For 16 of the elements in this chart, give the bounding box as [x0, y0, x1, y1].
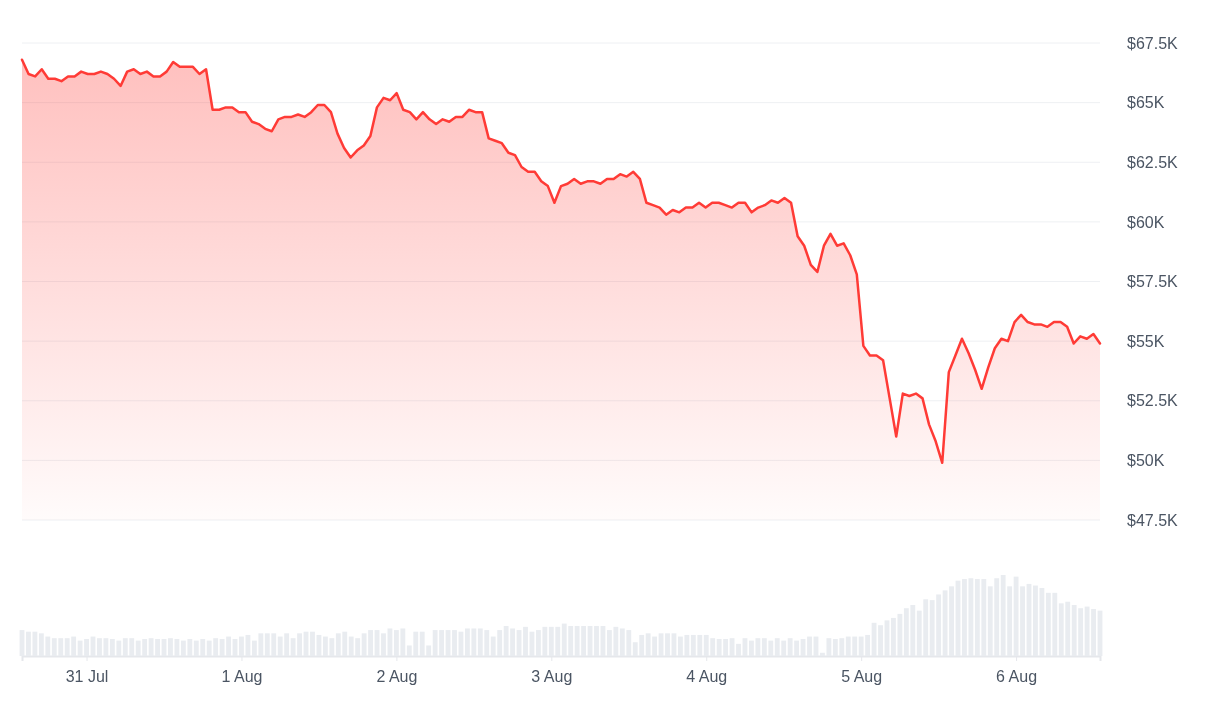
y-tick-label: $57.5K [1127, 273, 1179, 291]
y-tick-label: $60K [1127, 213, 1165, 231]
x-tick-label: 3 Aug [531, 668, 573, 686]
y-tick-label: $65K [1127, 94, 1165, 112]
y-tick-label: $50K [1127, 451, 1165, 469]
x-tick-label: 4 Aug [686, 668, 728, 686]
x-tick-label: 5 Aug [841, 668, 883, 686]
y-tick-label: $52.5K [1127, 392, 1179, 410]
y-tick-label: $62.5K [1127, 153, 1179, 171]
y-tick-label: $67.5K [1127, 34, 1179, 52]
x-tick-label: 1 Aug [221, 668, 263, 686]
x-tick-label: 6 Aug [996, 668, 1038, 686]
x-tick-label: 31 Jul [65, 668, 109, 686]
y-tick-label: $55K [1127, 332, 1165, 350]
x-tick-label: 2 Aug [376, 668, 418, 686]
y-tick-label: $47.5K [1127, 511, 1179, 529]
